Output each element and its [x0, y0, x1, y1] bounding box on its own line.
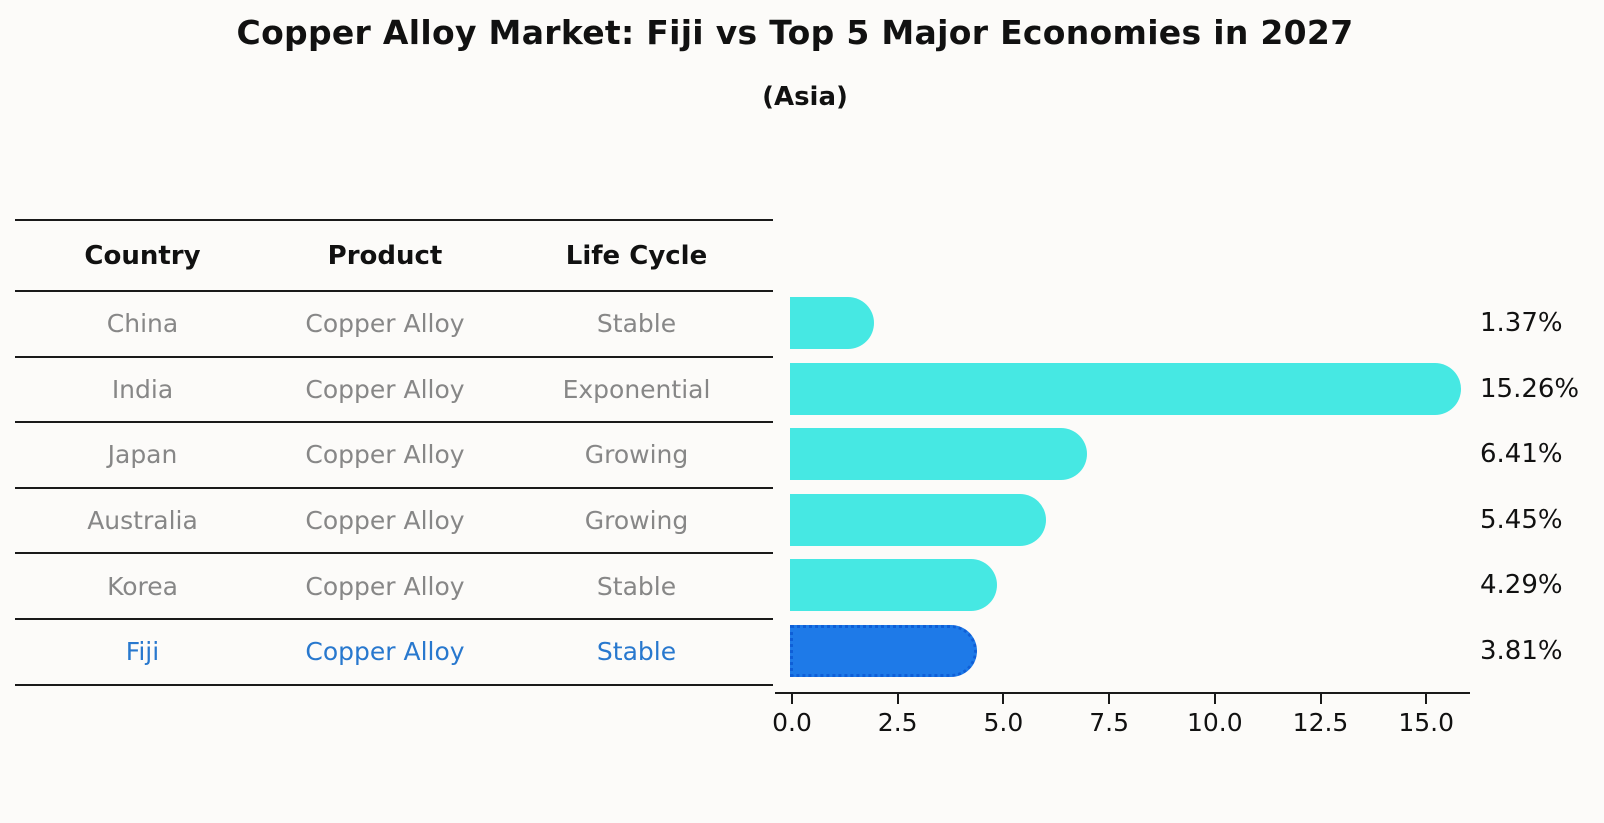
table-row-japan: Japan Copper Alloy Growing: [15, 423, 773, 489]
x-axis-tick: [896, 694, 899, 704]
x-axis-tick: [791, 694, 793, 704]
cell-country: Japan: [107, 440, 178, 470]
cell-country: Fiji: [125, 637, 160, 667]
bar-fiji: [790, 625, 978, 677]
x-axis-tick-label: 12.5: [1292, 708, 1349, 737]
x-axis-tick-label: 10.0: [1186, 708, 1243, 737]
table-row-fiji: Fiji Copper Alloy Stable: [15, 620, 773, 686]
x-axis-line: [775, 692, 1470, 694]
bar-japan: [790, 428, 1087, 481]
cell-life-cycle: Stable: [596, 309, 677, 339]
cell-country: China: [106, 309, 179, 339]
bar-china: [790, 297, 874, 349]
table-row-india: India Copper Alloy Exponential: [15, 358, 773, 424]
chart-subtitle: (Asia): [762, 82, 848, 112]
bar-korea: [790, 559, 998, 612]
value-label-china: 1.37%: [1480, 308, 1563, 338]
cell-country: India: [111, 374, 174, 404]
x-axis-tick-label: 7.5: [1089, 708, 1129, 737]
x-axis-tick: [1425, 694, 1428, 704]
x-axis-tick-label: 15.0: [1398, 708, 1455, 737]
cell-product: Copper Alloy: [305, 506, 465, 536]
table-header-country: Country: [84, 240, 201, 271]
x-axis-tick: [1319, 694, 1322, 704]
cell-product: Copper Alloy: [305, 571, 465, 601]
value-label-fiji: 3.81%: [1480, 636, 1563, 666]
cell-life-cycle: Stable: [596, 571, 677, 601]
table-row-korea: Korea Copper Alloy Stable: [15, 554, 773, 620]
value-label-australia: 5.45%: [1480, 504, 1563, 535]
cell-product: Copper Alloy: [305, 637, 465, 667]
x-axis-tick: [1002, 694, 1005, 704]
table-row-australia: Australia Copper Alloy Growing: [15, 489, 773, 555]
x-axis-tick: [1108, 694, 1111, 704]
bar-india: [790, 362, 1462, 415]
cell-country: Korea: [107, 571, 178, 601]
cell-life-cycle: Growing: [584, 506, 689, 536]
x-axis-tick-label: 5.0: [983, 708, 1024, 737]
table-header-product: Product: [327, 240, 443, 271]
value-label-india: 15.26%: [1480, 373, 1580, 404]
chart-title: Copper Alloy Market: Fiji vs Top 5 Major…: [236, 13, 1354, 52]
value-label-korea: 4.29%: [1480, 570, 1563, 601]
cell-product: Copper Alloy: [305, 440, 465, 470]
x-axis-tick-label: 2.5: [877, 708, 918, 737]
cell-product: Copper Alloy: [305, 309, 465, 339]
cell-country: Australia: [87, 506, 198, 536]
cell-life-cycle: Exponential: [562, 374, 711, 404]
comparison-table: Country Product Life Cycle China Copper …: [15, 219, 773, 686]
table-header-row: Country Product Life Cycle: [15, 221, 773, 292]
table-row-china: China Copper Alloy Stable: [15, 292, 773, 358]
bar-australia: [790, 493, 1047, 546]
table-header-life-cycle: Life Cycle: [565, 240, 708, 271]
cell-life-cycle: Stable: [596, 637, 677, 667]
value-label-japan: 6.41%: [1480, 439, 1563, 470]
cell-life-cycle: Growing: [584, 440, 689, 470]
x-axis-tick: [1213, 694, 1216, 704]
cell-product: Copper Alloy: [305, 374, 465, 404]
x-axis-tick-label: 0.0: [772, 708, 812, 737]
